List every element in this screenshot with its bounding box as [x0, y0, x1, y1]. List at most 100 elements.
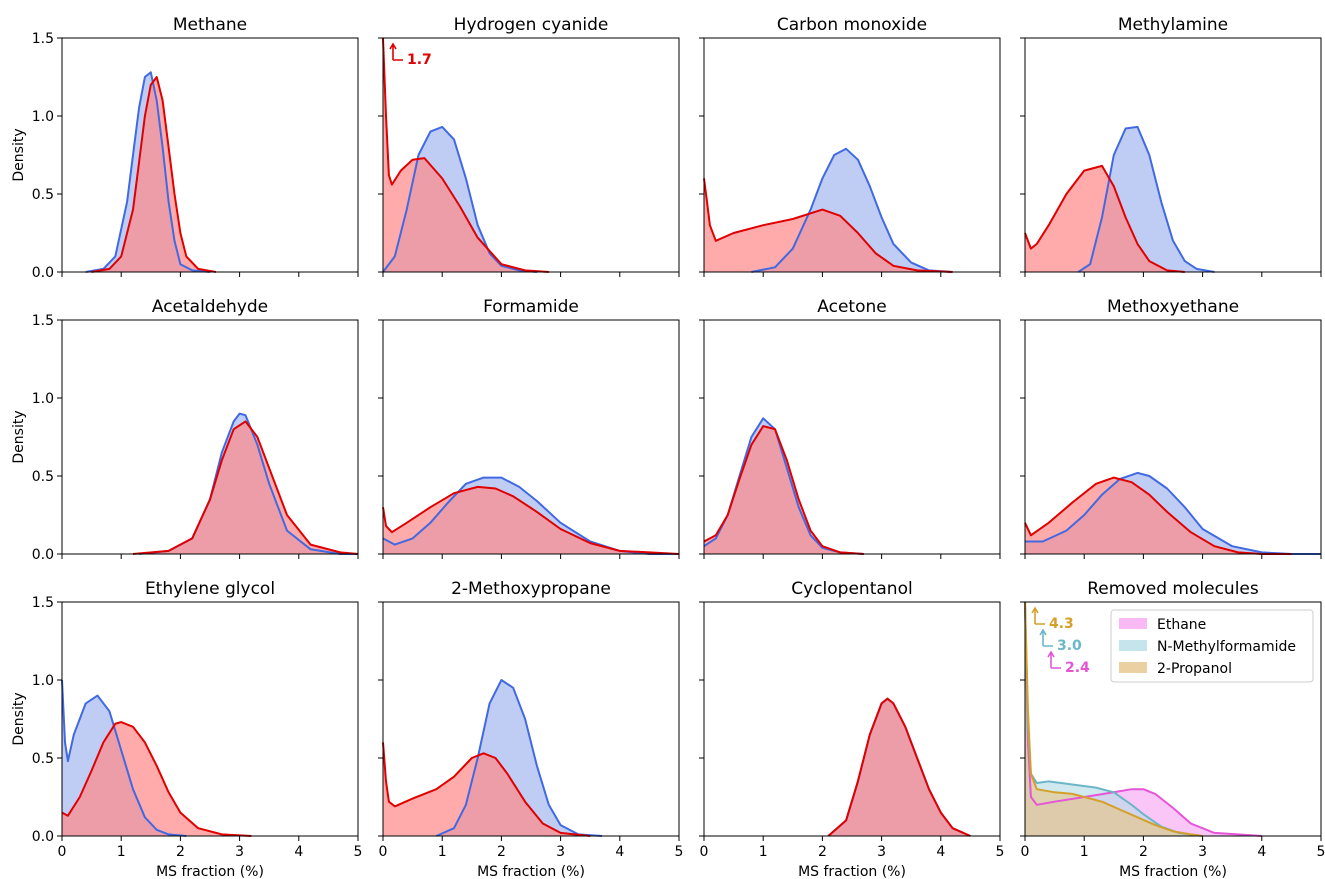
x-tick-label: 2	[497, 844, 506, 860]
axes-frame	[61, 601, 359, 837]
x-tick-label: 0	[379, 844, 388, 860]
overflow-label: 2.4	[1065, 660, 1090, 676]
y-axis-label: Density	[11, 128, 27, 181]
density-line-0	[382, 125, 537, 273]
legend-swatch	[1119, 618, 1147, 629]
axes-frame	[703, 319, 1001, 555]
x-axis-label: MS fraction (%)	[1119, 864, 1227, 879]
x-tick-label: 3	[1198, 844, 1207, 860]
x-axis-label: MS fraction (%)	[156, 864, 264, 879]
density-fill-1	[704, 178, 953, 272]
axes-frame	[703, 37, 1001, 273]
density-fill-1	[133, 421, 358, 554]
legend-box	[1110, 609, 1314, 683]
legend-label: 2-Propanol	[1157, 661, 1232, 677]
density-fill-1	[828, 698, 971, 836]
density-line-0	[61, 679, 187, 837]
x-tick-label: 5	[996, 844, 1005, 860]
y-tick-label: 0.0	[32, 547, 54, 563]
density-line-1	[1024, 476, 1292, 555]
x-tick-label: 5	[354, 844, 363, 860]
x-tick-label: 4	[936, 844, 945, 860]
y-tick-label: 1.5	[32, 595, 54, 611]
axes-frame	[61, 319, 359, 555]
axes-frame	[703, 601, 1001, 837]
density-line-0	[85, 71, 211, 273]
density-fill-1	[62, 722, 252, 836]
subplot-removed-molecules: Removed molecules 0 1 2 3 4 5 MS fraction (%) 4.…	[1020, 579, 1325, 879]
density-line-1	[703, 425, 864, 555]
y-tick-label: 0.5	[32, 751, 54, 767]
legend: Ethane N-Methylformamide 2-Propanol	[1110, 609, 1314, 683]
density-line-1	[132, 420, 359, 555]
x-tick-label: 5	[1317, 844, 1325, 860]
density-fill-2	[1025, 602, 1203, 836]
density-line-1	[827, 697, 971, 837]
x-axis-label: MS fraction (%)	[798, 864, 906, 879]
x-tick-label: 4	[294, 844, 303, 860]
density-line-0	[1024, 601, 1262, 837]
density-line-0	[1025, 471, 1321, 555]
subplot-hydrogen-cyanide: Hydrogen cyanide 1.7	[378, 15, 680, 277]
x-tick-label: 2	[176, 844, 185, 860]
subplot-title: Hydrogen cyanide	[454, 15, 609, 35]
density-line-1	[61, 721, 252, 837]
density-line-1	[1024, 164, 1185, 273]
subplot-cyclopentanol: Cyclopentanol 0 1 2 3 4 5 MS fraction (%)	[699, 579, 1004, 879]
y-tick-label: 0.5	[32, 187, 54, 203]
overflow-label: 3.0	[1057, 638, 1082, 654]
x-tick-label: 1	[117, 844, 126, 860]
legend-label: Ethane	[1157, 617, 1206, 633]
subplot-methane: Methane 0.0 0.5 1.0 1.5 Density	[11, 15, 359, 281]
subplot-title: Methoxyethane	[1107, 297, 1239, 317]
subplot-ethylene-glycol: Ethylene glycol 0 1 2 3 4 5 0.0 0.5 1.0 1.5 MS frac…	[11, 579, 362, 879]
density-fill-1	[704, 426, 864, 554]
subplot-title: Formamide	[483, 297, 579, 317]
density-line-0	[1077, 125, 1215, 273]
axes-frame	[1024, 319, 1322, 555]
subplot-acetaldehyde: Acetaldehyde 0.0 0.5 1.0 1.5 Density	[11, 297, 359, 563]
subplot-title: Ethylene glycol	[145, 579, 275, 599]
density-line-1	[382, 485, 680, 555]
x-tick-label: 3	[235, 844, 244, 860]
axes-frame	[382, 601, 680, 837]
y-tick-label: 1.0	[32, 109, 54, 125]
overflow-arrow	[1031, 606, 1045, 625]
density-fill-1	[383, 486, 679, 554]
subplot-2-methoxypropane: 2-Methoxypropane 0 1 2 3 4 5 MS fraction (%)	[378, 579, 683, 879]
axes-frame	[1024, 37, 1322, 273]
x-tick-label: 2	[818, 844, 827, 860]
axes-frame	[61, 37, 359, 273]
density-line-0	[435, 679, 603, 837]
x-tick-label: 0	[58, 844, 67, 860]
legend-swatch	[1119, 640, 1147, 651]
density-fill-1	[383, 742, 591, 836]
x-tick-label: 1	[438, 844, 447, 860]
density-fill-1	[91, 77, 216, 272]
density-line-2	[1024, 601, 1203, 837]
y-tick-label: 1.0	[32, 673, 54, 689]
subplot-title: Cyclopentanol	[791, 579, 912, 599]
y-tick-label: 1.5	[32, 313, 54, 329]
x-axis-label: MS fraction (%)	[477, 864, 585, 879]
subplot-title: Acetaldehyde	[152, 297, 268, 317]
y-tick-label: 0.0	[32, 265, 54, 281]
density-fill-1	[1025, 477, 1292, 554]
overflow-arrow	[389, 42, 403, 61]
x-tick-label: 1	[759, 844, 768, 860]
x-tick-label: 5	[675, 844, 684, 860]
subplot-carbon-monoxide: Carbon monoxide	[699, 15, 1001, 277]
density-line-1	[703, 178, 953, 273]
subplot-title: Methane	[173, 15, 247, 35]
subplot-title: 2-Methoxypropane	[451, 579, 611, 599]
x-tick-label: 3	[556, 844, 565, 860]
x-tick-label: 2	[1139, 844, 1148, 860]
subplot-title: Acetone	[817, 297, 886, 317]
y-axis-label: Density	[11, 692, 27, 745]
x-tick-label: 4	[1257, 844, 1266, 860]
y-axis-label: Density	[11, 410, 27, 463]
x-tick-label: 4	[615, 844, 624, 860]
axes-frame	[382, 37, 680, 273]
axes-frame	[1024, 601, 1322, 837]
x-tick-label: 3	[877, 844, 886, 860]
